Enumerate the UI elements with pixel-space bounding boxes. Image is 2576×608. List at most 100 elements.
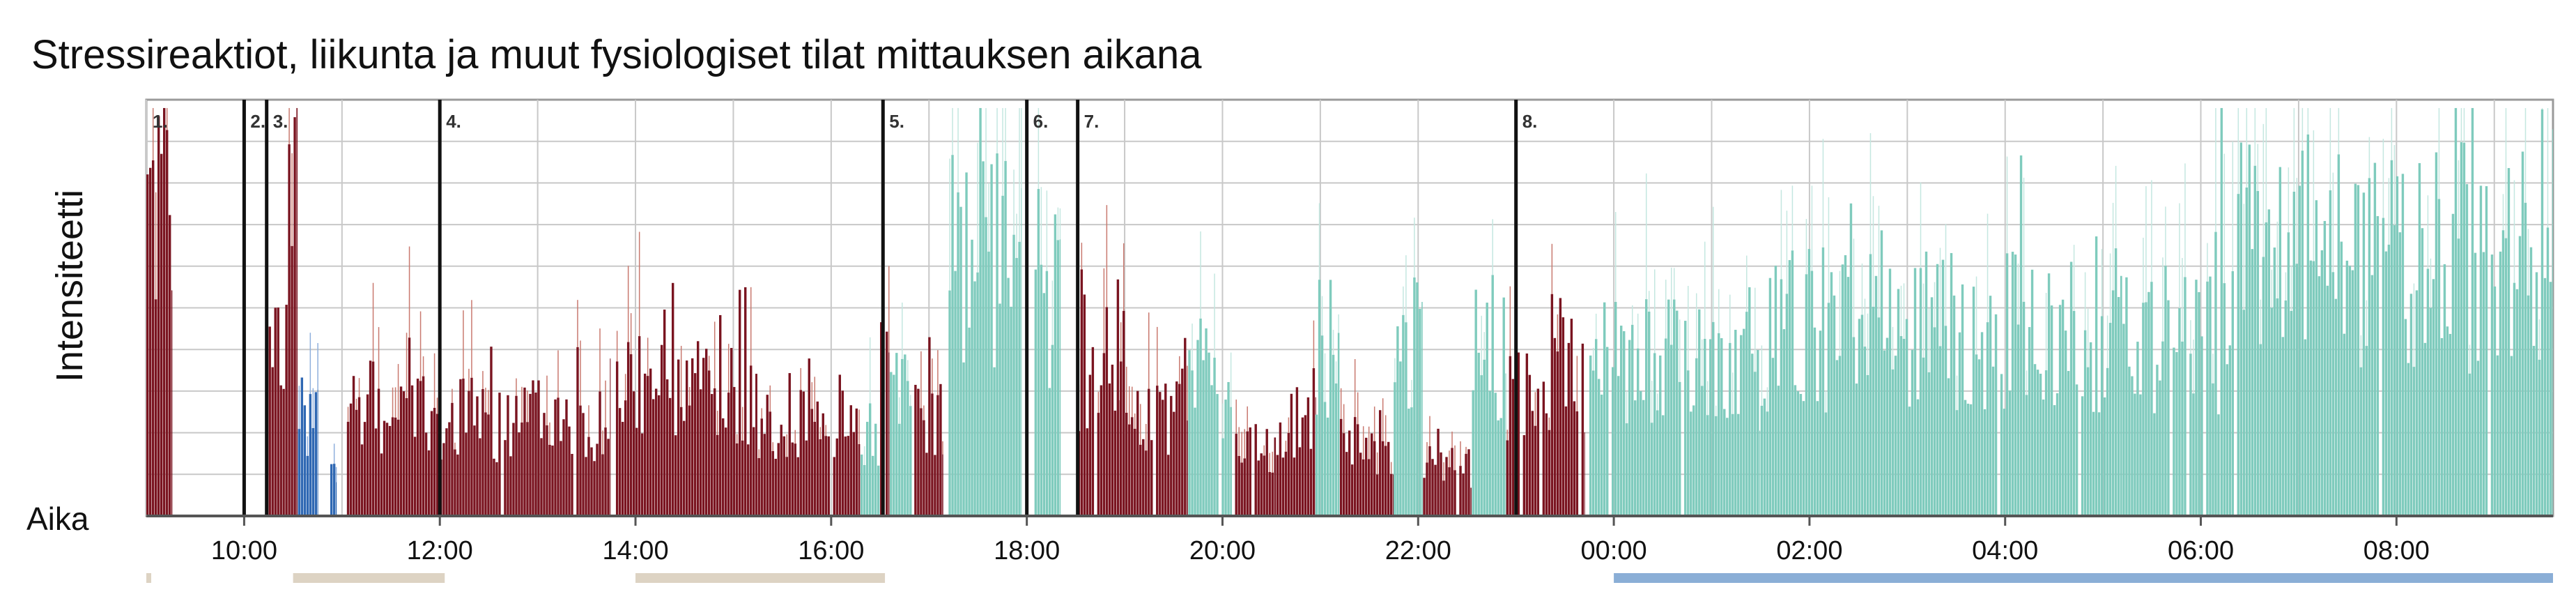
stress-bar — [1531, 411, 1534, 516]
recovery-bar — [1969, 404, 1973, 516]
stress-bar — [651, 399, 655, 516]
recovery-bar — [2206, 281, 2209, 516]
recovery-bar — [1698, 309, 1701, 516]
recovery-bar — [1497, 420, 1499, 516]
stress-bar — [1268, 472, 1271, 516]
recovery-bar — [2086, 367, 2090, 516]
stress-bar — [663, 310, 666, 516]
recovery-bar — [2167, 300, 2170, 516]
stress-bar — [1136, 390, 1139, 516]
stress-bar — [1467, 449, 1470, 516]
recovery-bar — [2359, 367, 2363, 516]
stress-bar — [852, 432, 855, 516]
stress-bar — [635, 427, 638, 516]
recovery-bar — [901, 358, 904, 516]
recovery-bar — [2465, 184, 2469, 516]
recovery-bar — [1740, 335, 1743, 516]
stress-bar — [155, 299, 157, 516]
recovery-bar — [1819, 330, 1822, 516]
recovery-bar — [2083, 330, 2087, 516]
recovery-bar — [1040, 264, 1043, 516]
event-marker-label: 3. — [273, 111, 288, 132]
stress-bar — [934, 455, 936, 516]
stress-bar — [277, 307, 279, 516]
stress-bar — [1389, 473, 1393, 516]
stress-bar — [293, 117, 296, 516]
recovery-bar — [2329, 190, 2332, 516]
stress-bar — [1312, 368, 1316, 516]
recovery-bar — [1947, 378, 1950, 516]
stress-bar — [920, 408, 923, 516]
stress-bar — [487, 414, 490, 516]
stress-bar — [562, 419, 565, 516]
stress-bar — [1279, 422, 1282, 516]
stress-bar — [585, 457, 587, 516]
stress-bar — [160, 153, 163, 517]
stress-bar — [540, 438, 543, 516]
recovery-bar — [1986, 322, 1989, 516]
recovery-bar — [2501, 230, 2505, 516]
recovery-bar — [2306, 134, 2310, 517]
stress-bar — [416, 379, 419, 516]
stress-bar — [1263, 455, 1265, 516]
recovery-bar — [1320, 335, 1324, 516]
recovery-bar — [1477, 352, 1480, 516]
recovery-bar — [1637, 348, 1640, 516]
stress-bar — [427, 450, 431, 516]
recovery-bar — [2147, 291, 2150, 516]
recovery-bar — [1416, 282, 1419, 516]
recovery-bar — [1936, 264, 1939, 516]
stress-bar — [1162, 400, 1164, 516]
stress-bar — [766, 395, 769, 516]
recovery-bar — [1591, 370, 1595, 516]
recovery-bar — [1640, 390, 1642, 516]
stress-bar — [1345, 452, 1348, 516]
stress-bar — [796, 457, 799, 516]
recovery-bar — [1821, 247, 1825, 516]
x-tick-label: 02:00 — [1776, 536, 1842, 565]
recovery-bar — [2030, 269, 2034, 516]
recovery-bar — [1991, 366, 1995, 516]
recovery-bar — [2003, 409, 2006, 516]
work-bar — [146, 573, 152, 583]
stress-bar — [1111, 364, 1114, 516]
stress-bar — [1254, 424, 1257, 516]
recovery-bar — [2552, 129, 2553, 516]
recovery-bar — [1486, 303, 1488, 516]
stress-bar — [780, 425, 782, 516]
recovery-bar — [1614, 302, 1617, 516]
recovery-bar — [1977, 359, 1981, 516]
exercise-bar — [303, 405, 307, 516]
stress-bar — [1445, 457, 1448, 516]
recovery-bar — [1766, 411, 1769, 516]
stress-bar — [1102, 353, 1106, 516]
stress-bar — [495, 462, 498, 516]
stress-bar — [493, 458, 495, 516]
stress-bar — [802, 391, 805, 516]
recovery-bar — [982, 161, 985, 516]
recovery-bar — [2521, 151, 2524, 516]
stress-bar — [794, 443, 796, 516]
stress-bar — [629, 354, 633, 516]
recovery-bar — [1838, 356, 1842, 516]
stress-bar — [546, 425, 548, 516]
stress-bar — [383, 420, 386, 516]
recovery-bar — [2044, 370, 2048, 516]
stress-bar — [1298, 447, 1302, 516]
stress-bar — [490, 347, 493, 516]
recovery-bar — [2067, 371, 2070, 516]
stress-bar — [1528, 374, 1532, 516]
recovery-bar — [1760, 405, 1764, 516]
stress-bar — [755, 374, 757, 516]
recovery-bar — [2050, 305, 2053, 516]
recovery-bar — [1194, 407, 1196, 516]
stress-bar — [470, 377, 473, 516]
recovery-bar — [2418, 162, 2421, 516]
recovery-bar — [976, 272, 979, 516]
stress-bar — [685, 360, 688, 516]
recovery-bar — [2387, 244, 2391, 516]
recovery-bar — [2198, 292, 2200, 516]
stress-bar — [534, 392, 537, 516]
recovery-bar — [1734, 329, 1737, 516]
recovery-bar — [2496, 355, 2499, 516]
